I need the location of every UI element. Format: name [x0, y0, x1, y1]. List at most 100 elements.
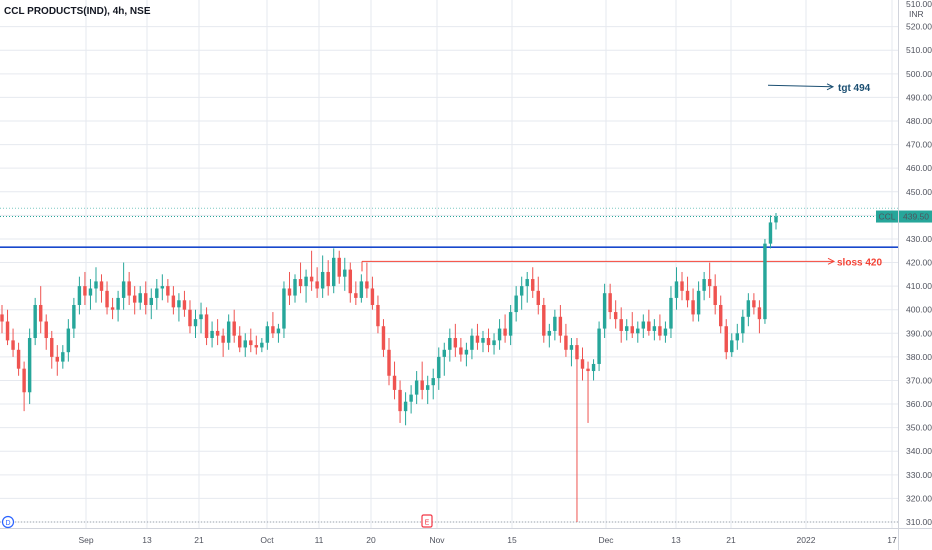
candle-body: [66, 328, 71, 353]
candle-body: [243, 340, 247, 348]
candle-body: [188, 309, 192, 327]
y-tick-label: 330.00: [906, 470, 932, 480]
candle-body: [409, 394, 413, 402]
candle-body: [553, 316, 557, 331]
candle-body: [652, 326, 657, 331]
candle-body: [365, 281, 369, 289]
candle-body: [27, 338, 32, 393]
candle-body: [144, 293, 148, 305]
candle-body: [77, 286, 82, 305]
candle: [254, 335, 259, 355]
candle: [226, 314, 231, 350]
dividend-marker[interactable]: D: [1, 515, 15, 529]
candle-body: [763, 243, 767, 320]
candle-body: [381, 326, 386, 350]
y-tick-label: 430.00: [906, 234, 932, 244]
candle: [177, 293, 181, 322]
candle: [221, 328, 225, 357]
y-tick-label: 500.00: [906, 69, 932, 79]
candle-body: [768, 222, 773, 244]
x-tick-label: Nov: [429, 535, 445, 545]
candle: [403, 392, 408, 426]
price-tag-symbol-bg: [876, 210, 898, 223]
candle-body: [431, 378, 435, 386]
candle-body: [376, 304, 380, 327]
candle-body: [38, 304, 43, 322]
candle-body: [608, 293, 612, 313]
y-top-label: 510.00: [906, 0, 932, 9]
candle: [492, 333, 496, 355]
candle-body: [94, 281, 98, 289]
candle: [564, 323, 568, 357]
candle: [188, 300, 192, 334]
candles: [0, 212, 778, 522]
candle: [282, 281, 286, 339]
candle-body: [199, 314, 203, 320]
candle: [298, 262, 303, 294]
price-tag-symbol: CCL: [878, 212, 895, 222]
price-tag-value-bg: [899, 210, 932, 223]
candle-body: [315, 281, 319, 289]
candle: [597, 321, 601, 372]
candle: [166, 279, 170, 303]
dividend-letter: D: [5, 520, 10, 527]
candle-body: [177, 300, 181, 308]
x-tick-label: Sep: [78, 535, 93, 545]
candle: [27, 328, 32, 405]
candle-body: [580, 359, 585, 369]
candle-body: [210, 330, 214, 339]
earnings-letter: E: [425, 520, 430, 527]
candle: [558, 304, 563, 343]
candle: [33, 297, 37, 346]
candle-body: [276, 328, 281, 334]
candle: [249, 328, 253, 353]
candle-body: [132, 295, 137, 303]
candle: [486, 328, 491, 353]
candle-body: [564, 335, 568, 350]
candle: [437, 347, 441, 390]
candle: [774, 212, 778, 230]
candle: [309, 250, 314, 291]
target-line[interactable]: [767, 84, 833, 88]
candle: [503, 314, 507, 343]
candle-body: [0, 314, 4, 322]
candle-body: [265, 326, 270, 343]
candle: [636, 321, 640, 343]
candle-body: [204, 314, 209, 339]
candle: [5, 309, 10, 346]
candle: [138, 286, 142, 310]
candle-body: [707, 279, 712, 287]
candle-body: [619, 319, 623, 331]
y-tick-label: 450.00: [906, 187, 932, 197]
candle: [110, 297, 115, 320]
candle: [0, 304, 4, 334]
candle-body: [83, 286, 87, 296]
candle-body: [287, 288, 292, 296]
candle: [11, 328, 15, 357]
candle: [497, 319, 502, 350]
candle: [674, 267, 679, 310]
x-tick-label: 11: [315, 535, 324, 545]
candle: [287, 271, 292, 305]
candle: [431, 368, 435, 400]
candle: [182, 290, 187, 317]
candle-body: [508, 312, 513, 336]
x-tick-label: 13: [142, 535, 152, 545]
candle-body: [61, 352, 65, 362]
candle-body: [337, 257, 341, 277]
y-tick-label: 310.00: [906, 517, 932, 527]
candle-body: [271, 326, 275, 334]
candle-body: [641, 321, 646, 329]
candle-body: [121, 281, 126, 298]
earnings-marker[interactable]: E: [421, 514, 433, 528]
candle: [354, 281, 358, 305]
candle-body: [669, 297, 673, 329]
candle-body: [752, 300, 756, 308]
candle: [768, 215, 773, 249]
candle: [586, 361, 590, 423]
earnings-icon: [421, 514, 433, 528]
candle: [448, 328, 452, 362]
candle: [94, 267, 98, 303]
